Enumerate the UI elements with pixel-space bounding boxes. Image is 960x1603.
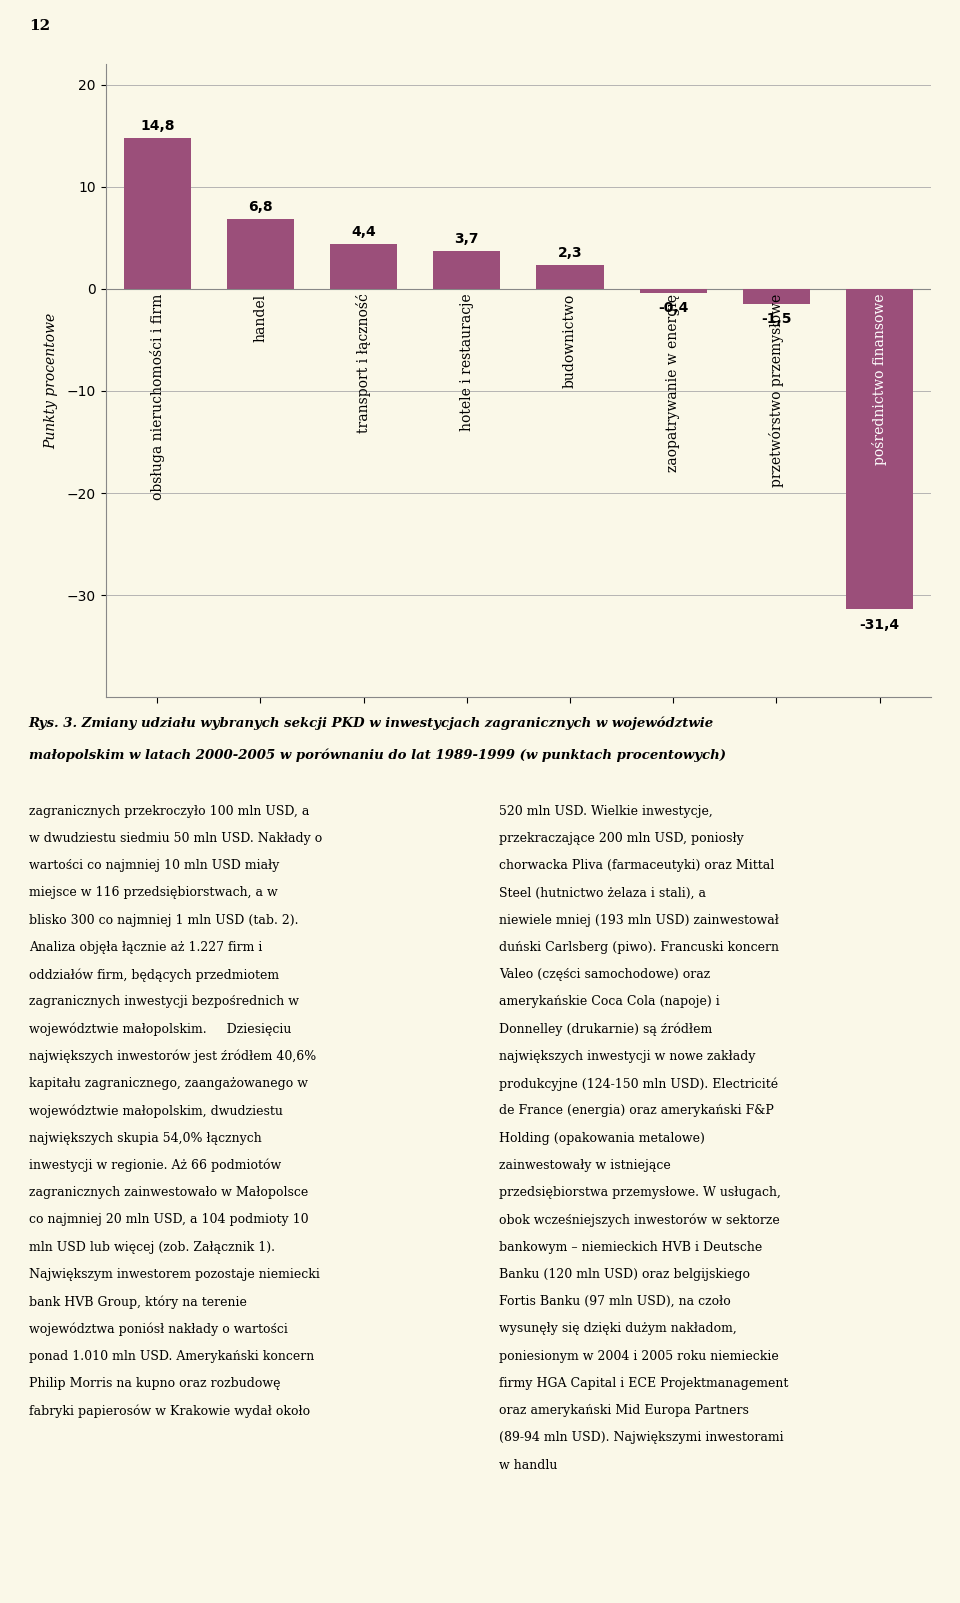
Text: zagranicznych przekroczyło 100 mln USD, a: zagranicznych przekroczyło 100 mln USD, …: [29, 805, 309, 818]
Bar: [227, 220, 294, 289]
Text: Analiza objęła łącznie aż 1.227 firm i: Analiza objęła łącznie aż 1.227 firm i: [29, 941, 262, 954]
Text: -31,4: -31,4: [859, 617, 900, 632]
Text: największych inwestycji w nowe zakłady: największych inwestycji w nowe zakłady: [499, 1050, 756, 1063]
Text: oraz amerykański Mid Europa Partners: oraz amerykański Mid Europa Partners: [499, 1404, 749, 1417]
Text: Rys. 3. Zmiany udziału wybranych sekcji PKD w inwestycjach zagranicznych w wojew: Rys. 3. Zmiany udziału wybranych sekcji …: [29, 717, 714, 729]
Text: bankowym – niemieckich HVB i Deutsche: bankowym – niemieckich HVB i Deutsche: [499, 1241, 762, 1254]
Text: Steel (hutnictwo żelaza i stali), a: Steel (hutnictwo żelaza i stali), a: [499, 886, 707, 899]
Text: 14,8: 14,8: [140, 119, 175, 133]
Text: -1,5: -1,5: [761, 313, 792, 327]
Text: 6,8: 6,8: [248, 200, 273, 215]
Text: Największym inwestorem pozostaje niemiecki: Największym inwestorem pozostaje niemiec…: [29, 1268, 320, 1281]
Text: niewiele mniej (193 mln USD) zainwestował: niewiele mniej (193 mln USD) zainwestowa…: [499, 914, 780, 927]
Text: kapitału zagranicznego, zaangażowanego w: kapitału zagranicznego, zaangażowanego w: [29, 1077, 308, 1090]
Text: fabryki papierosów w Krakowie wydał około: fabryki papierosów w Krakowie wydał okoł…: [29, 1404, 310, 1417]
Text: województwie małopolskim.     Dziesięciu: województwie małopolskim. Dziesięciu: [29, 1023, 291, 1036]
Text: obsługa nieruchomości i firm: obsługa nieruchomości i firm: [150, 293, 165, 500]
Text: przedsiębiorstwa przemysłowe. W usługach,: przedsiębiorstwa przemysłowe. W usługach…: [499, 1186, 781, 1199]
Text: obok wcześniejszych inwestorów w sektorze: obok wcześniejszych inwestorów w sektorz…: [499, 1213, 780, 1226]
Text: zaopatrywanie w energię: zaopatrywanie w energię: [666, 293, 681, 471]
Text: 520 mln USD. Wielkie inwestycje,: 520 mln USD. Wielkie inwestycje,: [499, 805, 713, 818]
Text: zagranicznych zainwestowało w Małopolsce: zagranicznych zainwestowało w Małopolsce: [29, 1186, 308, 1199]
Text: 2,3: 2,3: [558, 247, 583, 260]
Text: największych skupia 54,0% łącznych: największych skupia 54,0% łącznych: [29, 1132, 261, 1145]
Text: -0,4: -0,4: [658, 301, 688, 316]
Text: województwie małopolskim, dwudziestu: województwie małopolskim, dwudziestu: [29, 1104, 282, 1117]
Text: wartości co najmniej 10 mln USD miały: wartości co najmniej 10 mln USD miały: [29, 859, 279, 872]
Text: de France (energia) oraz amerykański F&P: de France (energia) oraz amerykański F&P: [499, 1104, 774, 1117]
Bar: [639, 289, 707, 293]
Text: 3,7: 3,7: [454, 232, 479, 245]
Text: miejsce w 116 przedsiębiorstwach, a w: miejsce w 116 przedsiębiorstwach, a w: [29, 886, 277, 899]
Text: firmy HGA Capital i ECE Projektmanagement: firmy HGA Capital i ECE Projektmanagemen…: [499, 1377, 788, 1390]
Bar: [330, 244, 397, 289]
Text: ponad 1.010 mln USD. Amerykański koncern: ponad 1.010 mln USD. Amerykański koncern: [29, 1350, 314, 1363]
Bar: [433, 252, 500, 289]
Text: Donnelley (drukarnie) są źródłem: Donnelley (drukarnie) są źródłem: [499, 1023, 712, 1036]
Text: produkcyjne (124-150 mln USD). Electricité: produkcyjne (124-150 mln USD). Electrici…: [499, 1077, 779, 1090]
Text: co najmniej 20 mln USD, a 104 podmioty 10: co najmniej 20 mln USD, a 104 podmioty 1…: [29, 1213, 308, 1226]
Text: poniesionym w 2004 i 2005 roku niemieckie: poniesionym w 2004 i 2005 roku niemiecki…: [499, 1350, 779, 1363]
Text: w handlu: w handlu: [499, 1459, 558, 1472]
Text: Holding (opakowania metalowe): Holding (opakowania metalowe): [499, 1132, 705, 1145]
Text: 4,4: 4,4: [351, 224, 376, 239]
Text: przekraczające 200 mln USD, poniosły: przekraczające 200 mln USD, poniosły: [499, 832, 744, 845]
Text: pośrednictwo finansowe: pośrednictwo finansowe: [872, 293, 887, 465]
Bar: [846, 289, 913, 609]
Text: duński Carlsberg (piwo). Francuski koncern: duński Carlsberg (piwo). Francuski konce…: [499, 941, 780, 954]
Bar: [124, 138, 191, 289]
Text: mln USD lub więcej (zob. Załącznik 1).: mln USD lub więcej (zob. Załącznik 1).: [29, 1241, 275, 1254]
Text: (89-94 mln USD). Największymi inwestorami: (89-94 mln USD). Największymi inwestoram…: [499, 1431, 783, 1444]
Text: oddziałów firm, będących przedmiotem: oddziałów firm, będących przedmiotem: [29, 968, 279, 981]
Text: zagranicznych inwestycji bezpośrednich w: zagranicznych inwestycji bezpośrednich w: [29, 995, 299, 1008]
Bar: [537, 266, 604, 289]
Text: inwestycji w regionie. Aż 66 podmiotów: inwestycji w regionie. Aż 66 podmiotów: [29, 1159, 281, 1172]
Text: zainwestowały w istniejące: zainwestowały w istniejące: [499, 1159, 671, 1172]
Y-axis label: Punkty procentowe: Punkty procentowe: [44, 313, 59, 449]
Text: amerykańskie Coca Cola (napoje) i: amerykańskie Coca Cola (napoje) i: [499, 995, 720, 1008]
Text: w dwudziestu siedmiu 50 mln USD. Nakłady o: w dwudziestu siedmiu 50 mln USD. Nakłady…: [29, 832, 322, 845]
Text: Banku (120 mln USD) oraz belgijskiego: Banku (120 mln USD) oraz belgijskiego: [499, 1268, 750, 1281]
Text: Fortis Banku (97 mln USD), na czoło: Fortis Banku (97 mln USD), na czoło: [499, 1295, 731, 1308]
Text: hotele i restauracje: hotele i restauracje: [460, 293, 474, 431]
Bar: [743, 289, 810, 305]
Text: 12: 12: [29, 19, 50, 34]
Text: chorwacka Pliva (farmaceutyki) oraz Mittal: chorwacka Pliva (farmaceutyki) oraz Mitt…: [499, 859, 775, 872]
Text: przetwórstwo przemysłowe: przetwórstwo przemysłowe: [769, 293, 784, 487]
Text: bank HVB Group, który na terenie: bank HVB Group, który na terenie: [29, 1295, 247, 1308]
Text: największych inwestorów jest źródłem 40,6%: największych inwestorów jest źródłem 40,…: [29, 1050, 316, 1063]
Text: handel: handel: [253, 293, 268, 341]
Text: małopolskim w latach 2000-2005 w porównaniu do lat 1989-1999 (w punktach procent: małopolskim w latach 2000-2005 w porówna…: [29, 749, 726, 761]
Text: Valeo (części samochodowe) oraz: Valeo (części samochodowe) oraz: [499, 968, 710, 981]
Text: blisko 300 co najmniej 1 mln USD (tab. 2).: blisko 300 co najmniej 1 mln USD (tab. 2…: [29, 914, 299, 927]
Text: województwa poniósł nakłady o wartości: województwa poniósł nakłady o wartości: [29, 1322, 288, 1335]
Text: transport i łączność: transport i łączność: [356, 293, 372, 433]
Text: Philip Morris na kupno oraz rozbudowę: Philip Morris na kupno oraz rozbudowę: [29, 1377, 280, 1390]
Text: wysunęły się dzięki dużym nakładom,: wysunęły się dzięki dużym nakładom,: [499, 1322, 737, 1335]
Text: budownictwo: budownictwo: [563, 293, 577, 388]
